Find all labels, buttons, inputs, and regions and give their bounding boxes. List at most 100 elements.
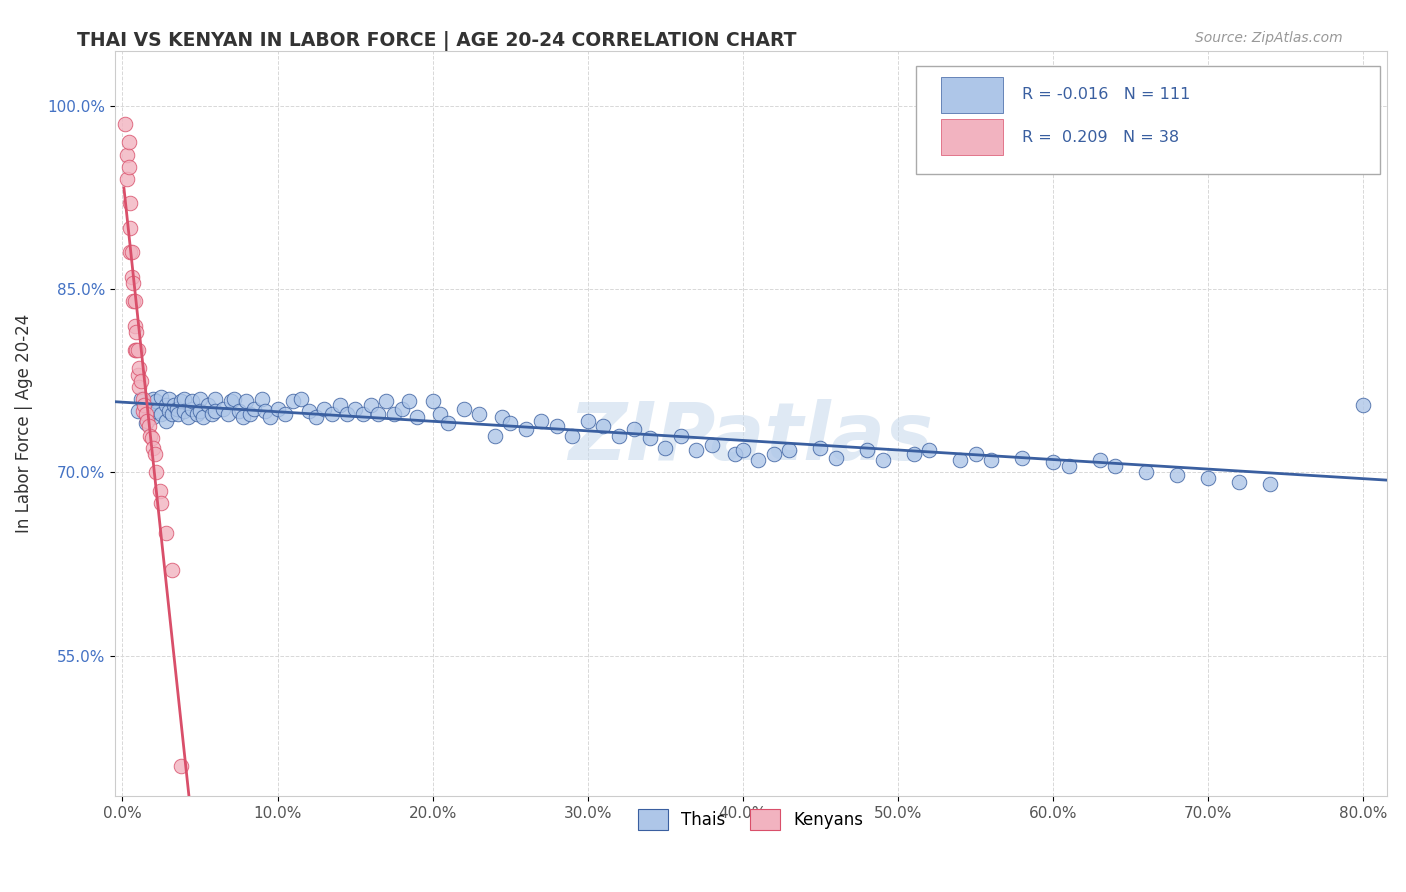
Point bbox=[191, 410, 214, 425]
Point bbox=[122, 294, 145, 309]
Point bbox=[336, 407, 359, 421]
Point bbox=[149, 483, 172, 498]
Text: THAI VS KENYAN IN LABOR FORCE | AGE 20-24 CORRELATION CHART: THAI VS KENYAN IN LABOR FORCE | AGE 20-2… bbox=[77, 31, 797, 51]
Point bbox=[700, 438, 723, 452]
Point bbox=[128, 380, 150, 394]
Point bbox=[1104, 459, 1126, 474]
Point bbox=[124, 318, 146, 333]
Point bbox=[141, 431, 163, 445]
Point bbox=[117, 160, 139, 174]
Text: R = -0.016   N = 111: R = -0.016 N = 111 bbox=[1022, 87, 1189, 103]
Point bbox=[250, 392, 273, 406]
Point bbox=[166, 401, 188, 416]
Point bbox=[120, 220, 142, 235]
Point bbox=[239, 407, 262, 421]
Point bbox=[344, 401, 367, 416]
Point bbox=[139, 401, 162, 416]
Point bbox=[965, 447, 987, 461]
Point bbox=[160, 407, 183, 421]
Point bbox=[155, 398, 177, 412]
Point bbox=[980, 453, 1002, 467]
Point bbox=[266, 401, 288, 416]
Point bbox=[132, 398, 155, 412]
Point bbox=[623, 422, 645, 436]
Point bbox=[453, 401, 475, 416]
Point bbox=[274, 407, 297, 421]
Point bbox=[128, 361, 150, 376]
Point bbox=[150, 407, 173, 421]
Point bbox=[1353, 398, 1375, 412]
Point bbox=[232, 410, 254, 425]
Point bbox=[638, 431, 661, 445]
Point bbox=[157, 392, 180, 406]
Point bbox=[145, 465, 167, 479]
Point bbox=[125, 343, 148, 357]
Point bbox=[297, 404, 319, 418]
Point bbox=[135, 417, 157, 431]
Point bbox=[312, 401, 335, 416]
Point bbox=[176, 410, 198, 425]
Point bbox=[117, 136, 139, 150]
Point bbox=[181, 394, 204, 409]
Point bbox=[1057, 459, 1080, 474]
Point bbox=[188, 404, 211, 418]
Point bbox=[204, 404, 226, 418]
Point bbox=[201, 407, 224, 421]
Point bbox=[155, 526, 177, 541]
Point bbox=[138, 418, 160, 433]
FancyBboxPatch shape bbox=[942, 77, 1002, 112]
Point bbox=[484, 428, 506, 442]
Point bbox=[142, 441, 165, 455]
Point bbox=[1011, 450, 1033, 465]
Point bbox=[186, 407, 208, 421]
Point bbox=[143, 447, 166, 461]
Point bbox=[491, 410, 513, 425]
Point bbox=[515, 422, 537, 436]
Point bbox=[127, 343, 149, 357]
Point bbox=[217, 407, 239, 421]
Point bbox=[120, 245, 142, 260]
Point bbox=[290, 392, 312, 406]
Point bbox=[142, 392, 165, 406]
Point bbox=[437, 417, 460, 431]
Y-axis label: In Labor Force | Age 20-24: In Labor Force | Age 20-24 bbox=[15, 314, 32, 533]
Point bbox=[197, 398, 219, 412]
Point bbox=[375, 394, 398, 409]
Point bbox=[212, 401, 235, 416]
Legend: Thais, Kenyans: Thais, Kenyans bbox=[631, 803, 870, 836]
Point bbox=[162, 398, 184, 412]
Point bbox=[228, 404, 250, 418]
Point bbox=[1227, 475, 1250, 489]
Point bbox=[724, 447, 747, 461]
Text: ZIPatlas: ZIPatlas bbox=[568, 400, 934, 477]
Point bbox=[115, 147, 138, 161]
Point bbox=[576, 414, 599, 428]
Point bbox=[367, 407, 389, 421]
Point bbox=[382, 407, 405, 421]
Point bbox=[131, 392, 153, 406]
Point bbox=[139, 407, 162, 421]
Point bbox=[135, 398, 157, 412]
Point bbox=[546, 418, 568, 433]
Point bbox=[669, 428, 692, 442]
Point bbox=[155, 414, 177, 428]
Point bbox=[731, 443, 754, 458]
Point bbox=[918, 443, 941, 458]
Point bbox=[136, 414, 159, 428]
Point bbox=[127, 404, 149, 418]
Point bbox=[329, 398, 352, 412]
Point bbox=[124, 343, 146, 357]
Point bbox=[173, 392, 195, 406]
Point bbox=[121, 269, 143, 284]
Point bbox=[762, 447, 785, 461]
Text: R =  0.209   N = 38: R = 0.209 N = 38 bbox=[1022, 129, 1178, 145]
Point bbox=[115, 172, 138, 186]
Point bbox=[122, 276, 145, 290]
Point bbox=[114, 117, 136, 131]
Point bbox=[127, 368, 149, 382]
Point bbox=[1260, 477, 1282, 491]
Point bbox=[778, 443, 800, 458]
Point bbox=[167, 407, 190, 421]
Point bbox=[173, 404, 195, 418]
Point bbox=[747, 453, 769, 467]
